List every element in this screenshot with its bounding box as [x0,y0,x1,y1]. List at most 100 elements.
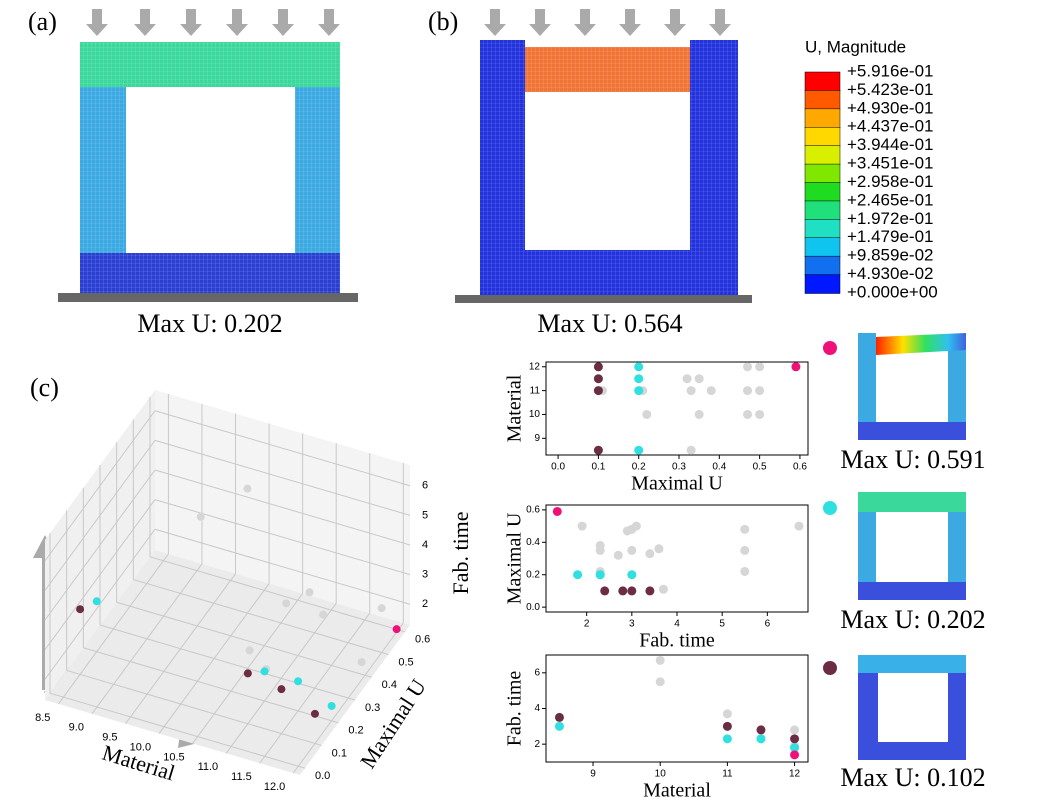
caption: Max U: 0.202 [840,605,985,634]
point [642,409,652,419]
colorbar-band [804,163,841,184]
colorbar-band [804,255,841,276]
colorbar-label: +4.930e-01 [847,98,934,117]
point [310,709,319,718]
x-tick-label: 9.0 [69,722,84,734]
z-tick-label: 6 [422,480,428,492]
point [92,597,101,606]
y-tick-label: 9 [534,433,540,444]
colorbar-band [804,145,841,165]
y-tick-label: 0.5 [398,656,413,668]
colorbar-label: +0.000e+00 [847,282,938,301]
x-tick-label: 10.5 [163,751,184,763]
x-axis-label: Fab. time [639,630,715,652]
examples: Max U: 0.591 Max U: 0.202 Max U: 0.102 [823,333,986,792]
point [595,570,605,580]
point [554,721,564,731]
panel-label: (c) [30,373,59,402]
point [294,677,303,686]
y-tick-label: 0.2 [348,725,363,737]
point [645,586,655,596]
x-tick-label: 2 [584,619,590,630]
point [722,709,732,719]
point [740,524,750,534]
point [694,374,704,384]
point [627,586,637,596]
grid-line [149,556,406,633]
grid-line [133,579,389,656]
point [593,362,603,372]
colorbar-band [804,182,841,202]
panel-label: (a) [28,7,57,36]
colorbar-band [804,219,841,239]
point [790,734,800,744]
grid-line [44,469,156,621]
point [76,605,85,614]
point [577,521,587,531]
grid-line [99,624,356,701]
x-tick-label: 0.6 [793,462,807,473]
grid-line [49,692,306,769]
grid-line [154,499,411,576]
grid-line [154,528,411,605]
z-tick-label: 2 [422,598,428,610]
z-tick-label: 5 [422,509,428,521]
point [743,386,753,396]
point [392,625,401,634]
grid-line [66,669,322,746]
caption: Max U: 0.591 [840,445,985,474]
grid-line [44,499,156,650]
y-tick-label: 0.4 [382,679,397,691]
point [593,374,603,384]
colorbar-band [804,108,841,129]
point [794,521,804,531]
x-tick-label: 11.5 [231,771,252,783]
x-axis-label: Maximal U [631,473,723,495]
colorbar-label: +9.859e-02 [847,246,934,265]
y-tick-label: 0.3 [365,702,380,714]
x-tick-label: 9 [590,769,596,780]
point [740,545,750,555]
point [327,701,336,710]
colorbar-label: +5.916e-01 [847,61,934,80]
point [755,386,765,396]
colorbar-band [804,90,841,110]
caption: Max U: 0.202 [137,309,282,338]
x-tick-label: 0.1 [591,462,605,473]
y-tick-label: 6 [534,667,540,678]
x-tick-label: 10.0 [130,741,151,753]
y-axis-label: Maximal U [504,512,526,604]
panel-a: (a) Max U: 0.202 [28,7,358,338]
plot-frame [545,504,809,613]
point [357,658,366,667]
x-tick-label: 0.5 [753,462,767,473]
y-tick-label: 0.1 [332,747,347,759]
x-tick-label: 0.4 [712,462,726,473]
y-axis-label: Material [504,374,526,442]
y-tick-label: 0.6 [415,634,430,646]
point [245,646,254,655]
colorbar-label: +3.944e-01 [847,135,934,154]
point [593,445,603,455]
point [655,655,665,665]
colorbar-band [804,274,841,294]
y-tick-label: 4 [534,703,540,714]
y-tick-label: 0.0 [315,770,330,782]
point [243,669,252,678]
point [694,409,704,419]
point [627,545,637,555]
y-tick-label: 2 [534,739,540,750]
point [260,667,269,676]
point [573,570,583,580]
colorbar-band [804,127,841,147]
grid-line [44,410,156,562]
point [631,521,641,531]
point [600,586,610,596]
point [305,588,314,597]
point [627,570,637,580]
y-tick-label: 10 [529,409,541,420]
point [755,409,765,419]
point [682,374,692,384]
point [722,734,732,744]
